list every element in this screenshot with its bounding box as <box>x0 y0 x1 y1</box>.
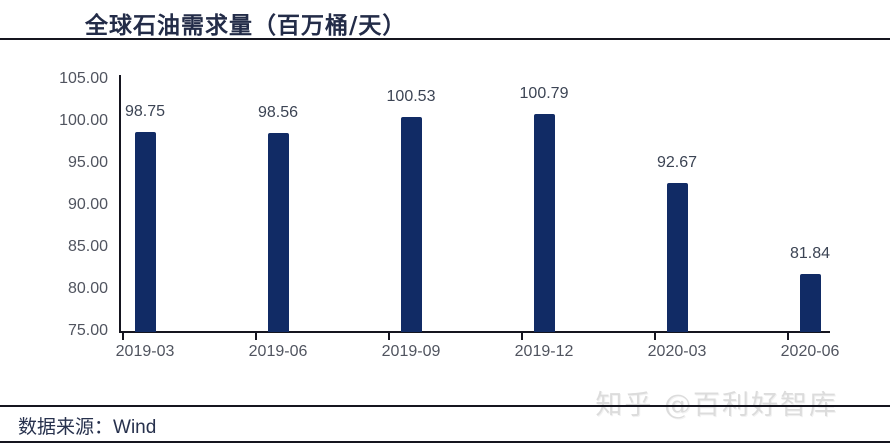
y-tick-label: 85.00 <box>67 238 108 255</box>
bar <box>799 273 821 332</box>
bar-value-label: 100.53 <box>386 87 436 105</box>
data-source-label: 数据来源： <box>18 416 114 438</box>
bar-value-label: 98.56 <box>257 104 299 122</box>
y-tick-label: 80.00 <box>67 280 108 297</box>
x-axis-tick <box>255 333 257 340</box>
x-tick-label: 2019-06 <box>248 343 308 360</box>
footer-divider-line <box>0 405 890 407</box>
x-tick-label: 2019-12 <box>514 343 574 360</box>
x-tick-label: 2019-09 <box>381 343 441 360</box>
x-tick-label: 2020-06 <box>780 343 840 360</box>
x-axis-tick <box>388 333 390 340</box>
x-axis-line <box>119 331 830 333</box>
bar <box>666 182 688 332</box>
bar <box>400 116 422 332</box>
bar-value-label: 100.79 <box>519 85 569 103</box>
bar <box>533 114 555 332</box>
bar-value-label: 92.67 <box>656 153 698 171</box>
y-axis-line <box>119 75 121 333</box>
bar-value-label: 81.84 <box>789 244 831 262</box>
bar <box>267 133 289 332</box>
x-axis-tick <box>787 333 789 340</box>
x-tick-label: 2020-03 <box>647 343 707 360</box>
x-axis-tick <box>654 333 656 340</box>
y-tick-label: 90.00 <box>67 196 108 213</box>
data-source-value: Wind <box>113 417 157 438</box>
y-tick-label: 100.00 <box>59 112 108 129</box>
chart-title: 全球石油需求量（百万桶/天） <box>85 12 407 39</box>
x-axis-tick <box>521 333 523 340</box>
watermark-text: 知乎 @百利好智库 <box>595 390 838 421</box>
bar <box>134 131 156 332</box>
y-tick-label: 95.00 <box>67 154 108 171</box>
bottom-edge-line <box>0 441 890 443</box>
x-tick-label: 2019-03 <box>115 343 175 360</box>
bar-value-label: 98.75 <box>124 102 166 120</box>
title-divider-line <box>0 38 890 40</box>
bar-chart: 105.00 100.00 95.00 90.00 85.00 80.00 75.00 98.… <box>0 40 890 405</box>
data-source: 数据来源：Wind <box>18 412 156 439</box>
y-tick-label: 105.00 <box>59 70 108 87</box>
y-tick-label: 75.00 <box>67 322 108 339</box>
x-axis-tick <box>122 333 124 340</box>
